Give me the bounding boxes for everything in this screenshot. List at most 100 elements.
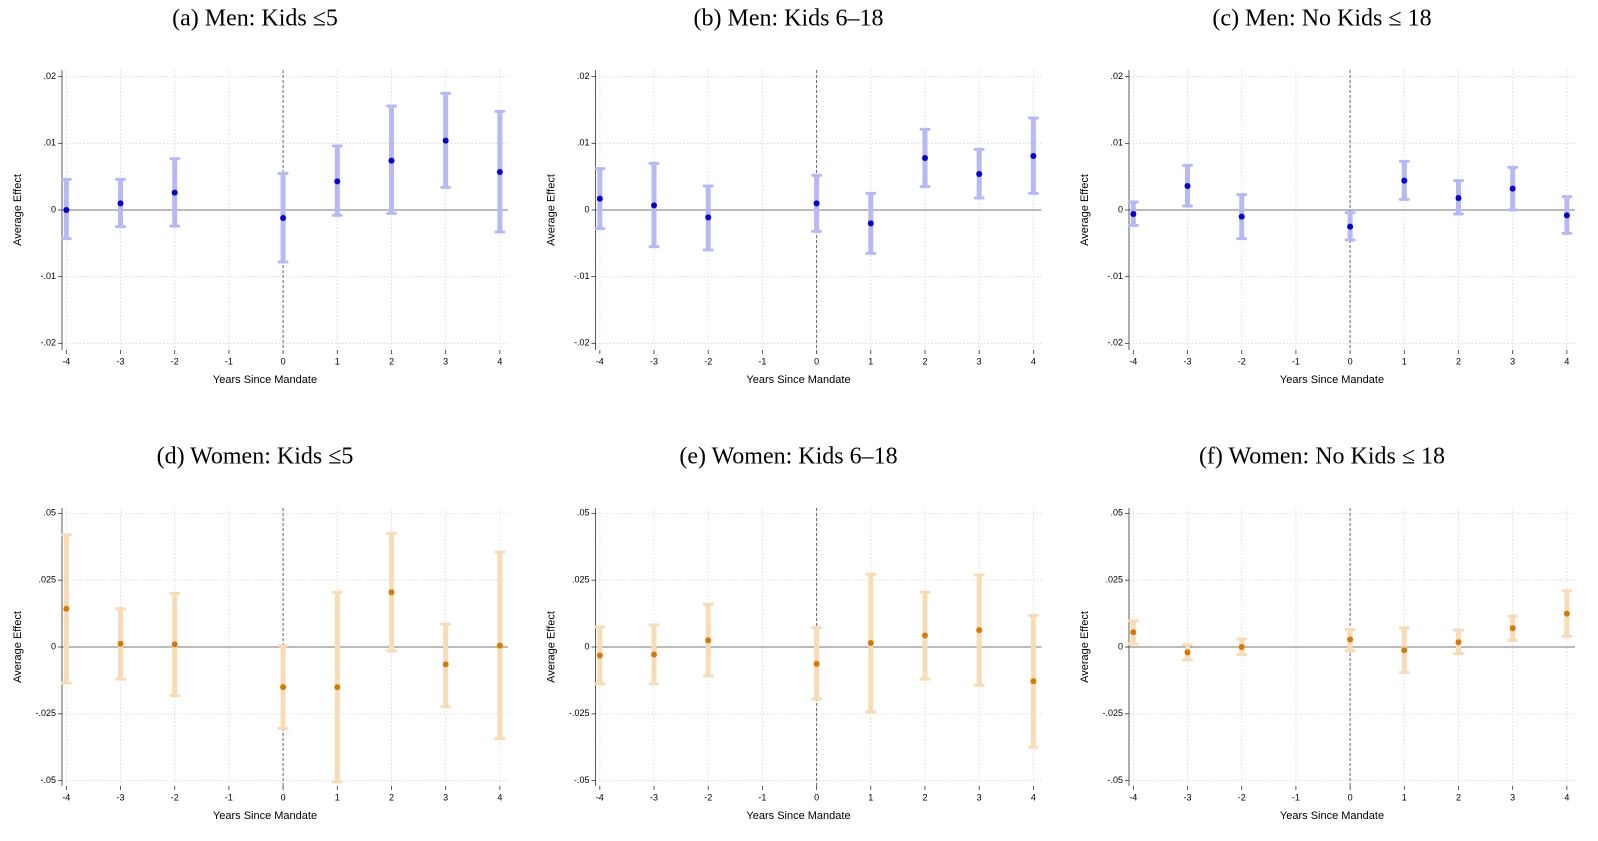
x-tick-label: 0	[281, 792, 286, 802]
x-tick-label: 1	[1402, 792, 1407, 802]
x-tick-label: -2	[171, 356, 179, 366]
x-tick-label: 2	[1456, 792, 1461, 802]
point	[1347, 223, 1354, 230]
x-tick-label: -4	[62, 792, 70, 802]
x-tick-label: -3	[117, 792, 125, 802]
point	[1563, 610, 1570, 617]
y-tick-label: -.02	[40, 338, 56, 348]
y-tick-label: -.025	[569, 708, 590, 718]
x-tick-label: -4	[1129, 792, 1137, 802]
x-tick-label: -4	[596, 356, 604, 366]
y-tick-label: -.01	[574, 271, 590, 281]
x-tick-label: 0	[281, 356, 286, 366]
x-tick-label: 2	[1456, 356, 1461, 366]
point	[1130, 629, 1137, 636]
point	[1455, 195, 1462, 201]
point	[496, 642, 503, 649]
x-tick-label: 2	[389, 792, 394, 802]
x-tick-label: -2	[171, 792, 179, 802]
x-tick-label: 4	[497, 792, 502, 802]
point	[388, 589, 395, 596]
y-axis-label: Average Effect	[1079, 174, 1091, 246]
point	[1509, 185, 1516, 192]
x-tick-label: -4	[62, 356, 70, 366]
x-tick-label: 3	[977, 356, 982, 366]
x-tick-label: 1	[335, 356, 340, 366]
point	[705, 214, 712, 221]
point	[280, 684, 287, 691]
x-tick-label: -1	[758, 356, 766, 366]
y-tick-label: 0	[584, 204, 589, 214]
point	[1030, 678, 1037, 685]
point	[813, 660, 820, 667]
x-tick-label: 4	[1031, 356, 1036, 366]
point	[171, 641, 178, 648]
y-tick-label: -.025	[35, 708, 56, 718]
panel-title: (e) Women: Kids 6–18	[679, 444, 897, 470]
x-tick-label: 0	[1348, 792, 1353, 802]
x-tick-label: -1	[1292, 356, 1300, 366]
point	[442, 661, 449, 668]
y-tick-label: -.02	[574, 338, 590, 348]
y-tick-label: .025	[1105, 575, 1123, 585]
x-tick-label: 0	[1348, 356, 1353, 366]
point	[651, 651, 658, 658]
x-axis-label: Years Since Mandate	[746, 810, 850, 822]
x-axis-label: Years Since Mandate	[213, 374, 317, 386]
point	[867, 220, 874, 227]
point	[496, 169, 503, 175]
point	[1347, 636, 1354, 643]
point	[1563, 212, 1570, 219]
x-tick-label: -1	[225, 356, 233, 366]
x-axis-label: Years Since Mandate	[1280, 810, 1384, 822]
x-tick-label: -3	[650, 356, 658, 366]
point	[1455, 639, 1462, 646]
point	[921, 155, 928, 161]
point	[1401, 647, 1408, 654]
x-tick-label: -2	[1238, 356, 1246, 366]
point	[976, 171, 983, 177]
panel-title: (c) Men: No Kids ≤ 18	[1212, 6, 1431, 32]
y-tick-label: .025	[572, 575, 590, 585]
point	[651, 202, 658, 209]
x-tick-label: 1	[868, 792, 873, 802]
y-tick-label: .05	[577, 508, 590, 518]
x-tick-label: -2	[1238, 792, 1246, 802]
x-axis-label: Years Since Mandate	[213, 810, 317, 822]
y-tick-label: 0	[1118, 204, 1123, 214]
x-tick-label: 4	[1564, 356, 1569, 366]
y-tick-label: .02	[43, 71, 56, 81]
x-axis-label: Years Since Mandate	[746, 374, 850, 386]
y-tick-label: .025	[38, 575, 56, 585]
point	[1030, 153, 1037, 159]
y-tick-label: -.05	[1107, 775, 1123, 785]
y-axis-label: Average Effect	[1079, 611, 1091, 683]
x-tick-label: 4	[1031, 792, 1036, 802]
point	[596, 652, 603, 659]
x-tick-label: -3	[1184, 356, 1192, 366]
point	[334, 684, 341, 691]
point	[63, 207, 70, 213]
point	[63, 605, 70, 612]
x-tick-label: -3	[1184, 792, 1192, 802]
point	[117, 640, 124, 647]
y-axis-label: Average Effect	[12, 174, 24, 246]
x-tick-label: 3	[1510, 792, 1515, 802]
y-tick-label: -.01	[40, 271, 56, 281]
y-tick-label: .02	[1110, 71, 1123, 81]
point	[1509, 625, 1516, 632]
point	[921, 632, 928, 639]
x-tick-label: -4	[1129, 356, 1137, 366]
x-tick-label: 4	[1564, 792, 1569, 802]
x-tick-label: -1	[225, 792, 233, 802]
x-tick-label: -3	[117, 356, 125, 366]
y-tick-label: .01	[577, 138, 590, 148]
x-tick-label: 3	[443, 792, 448, 802]
point	[171, 189, 178, 196]
x-tick-label: 0	[814, 792, 819, 802]
y-tick-label: .02	[577, 71, 590, 81]
point	[1401, 177, 1408, 184]
y-axis-label: Average Effect	[12, 611, 24, 683]
